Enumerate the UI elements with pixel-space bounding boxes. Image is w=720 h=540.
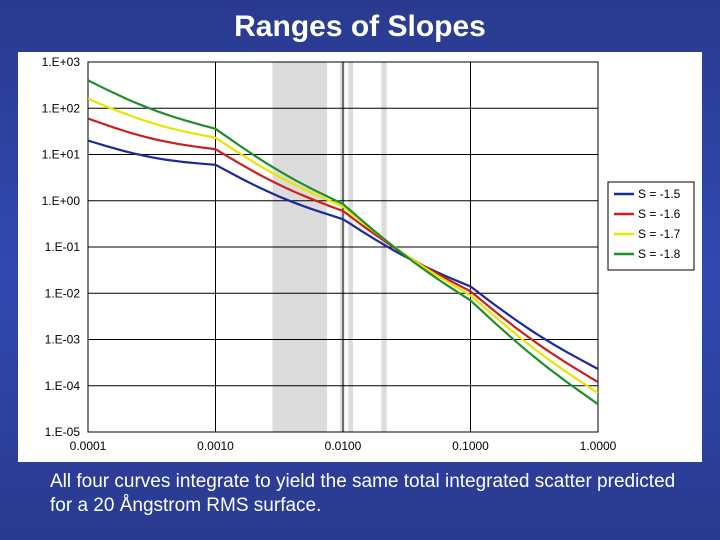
x-tick-label: 0.0010 xyxy=(197,439,234,453)
x-tick-label: 0.1000 xyxy=(452,439,489,453)
legend-label: S = -1.7 xyxy=(638,227,681,241)
legend-label: S = -1.6 xyxy=(638,207,681,221)
y-tick-label: 1.E+00 xyxy=(42,194,81,208)
slide-caption: All four curves integrate to yield the s… xyxy=(50,470,680,518)
y-tick-label: 1.E-03 xyxy=(45,333,81,347)
legend-label: S = -1.5 xyxy=(638,187,681,201)
legend-label: S = -1.8 xyxy=(638,247,681,261)
x-tick-label: 0.0001 xyxy=(70,439,107,453)
slide-root: Ranges of Slopes 1.E+031.E+021.E+011.E+0… xyxy=(0,0,720,540)
y-tick-label: 1.E-04 xyxy=(45,379,81,393)
slide-title: Ranges of Slopes xyxy=(0,0,720,44)
y-tick-label: 1.E-05 xyxy=(45,425,81,439)
y-tick-label: 1.E+02 xyxy=(42,101,81,115)
legend: S = -1.5 S = -1.6 S = -1.7 S = -1.8 xyxy=(608,182,694,270)
x-tick-label: 0.0100 xyxy=(325,439,362,453)
y-tick-label: 1.E+01 xyxy=(42,148,81,162)
x-tick-label: 1.0000 xyxy=(580,439,617,453)
y-tick-label: 1.E-01 xyxy=(45,240,81,254)
y-tick-label: 1.E-02 xyxy=(45,286,81,300)
chart-svg: 1.E+03 1.E+02 1.E+01 1.E+00 1.E-01 1.E-02 1.E-… xyxy=(18,52,702,462)
y-tick-label: 1.E+03 xyxy=(42,55,81,69)
chart-panel: 1.E+03 1.E+02 1.E+01 1.E+00 1.E-01 1.E-02 1.E-… xyxy=(18,52,702,462)
